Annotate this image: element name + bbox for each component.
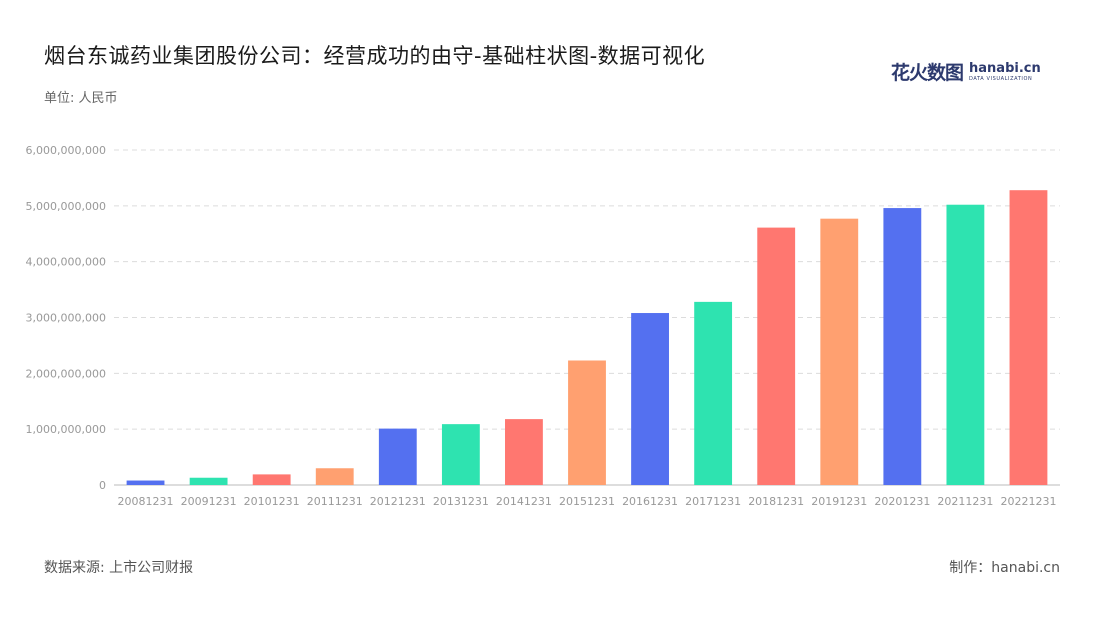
x-tick-label: 20141231 (496, 495, 552, 508)
y-tick-label: 4,000,000,000 (26, 256, 106, 269)
bar-20111231 (315, 468, 354, 485)
data-source: 数据来源: 上市公司财报 (44, 560, 194, 576)
bar-20181231 (757, 227, 796, 485)
y-tick-label: 5,000,000,000 (26, 200, 106, 213)
bar-20161231 (631, 313, 669, 485)
bar-20121231 (378, 428, 417, 485)
bar-20151231 (568, 360, 606, 485)
y-tick-label: 3,000,000,000 (26, 312, 106, 325)
bar-20211231 (946, 204, 985, 485)
unit-label: 单位: 人民币 (44, 91, 118, 106)
x-tick-label: 20221231 (1000, 495, 1056, 508)
y-tick-label: 1,000,000,000 (26, 423, 106, 436)
x-tick-label: 20161231 (622, 495, 678, 508)
brand-logo: 花火数图 hanabi.cn DATA VISUALIZATION (891, 58, 1041, 85)
x-tick-label: 20181231 (748, 495, 804, 508)
x-tick-label: 20121231 (370, 495, 426, 508)
x-axis: 20081231 20091231 20101231 20111231 20121231… (118, 495, 1057, 508)
y-tick-label: 6,000,000,000 (26, 144, 106, 157)
bar-20201231 (883, 208, 922, 486)
y-axis: 0 1,000,000,000 2,000,000,000 3,000,000,000… (26, 144, 106, 492)
bars (126, 190, 1048, 486)
credit-label: 制作：hanabi.cn (949, 560, 1060, 576)
x-tick-label: 20131231 (433, 495, 489, 508)
logo-cn-text: 花火数图 (891, 62, 964, 84)
y-tick-label: 0 (99, 479, 106, 492)
bar-20131231 (441, 424, 480, 485)
bar-20101231 (252, 474, 291, 485)
x-tick-label: 20171231 (685, 495, 741, 508)
bar-20171231 (694, 301, 733, 485)
logo-en-text: hanabi.cn (969, 60, 1041, 76)
x-tick-label: 20191231 (811, 495, 867, 508)
bar-20091231 (189, 477, 228, 485)
bar-20081231 (126, 480, 165, 485)
x-tick-label: 20081231 (118, 495, 174, 508)
chart-title: 烟台东诚药业集团股份公司：经营成功的由守-基础柱状图-数据可视化 (44, 44, 706, 68)
x-tick-label: 20091231 (181, 495, 237, 508)
bar-20141231 (505, 419, 543, 485)
bar-20191231 (820, 218, 859, 486)
logo-sub-text: DATA VISUALIZATION (969, 75, 1033, 82)
x-tick-label: 20211231 (937, 495, 993, 508)
x-tick-label: 20111231 (307, 495, 363, 508)
x-tick-label: 20201231 (874, 495, 930, 508)
x-tick-label: 20151231 (559, 495, 615, 508)
x-tick-label: 20101231 (244, 495, 300, 508)
y-tick-label: 2,000,000,000 (26, 367, 106, 380)
bar-20221231 (1009, 190, 1048, 485)
